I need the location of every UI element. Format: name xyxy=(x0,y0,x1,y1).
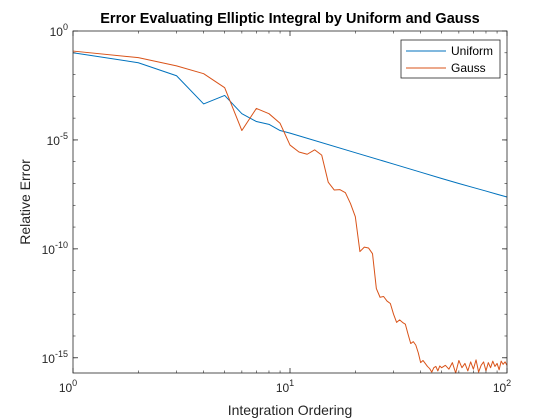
legend-box xyxy=(400,39,501,79)
x-tick-label: 100 xyxy=(59,378,77,395)
y-axis-label: Relative Error xyxy=(17,159,33,245)
y-tick-label: 10-15 xyxy=(42,349,68,366)
x-tick-label: 102 xyxy=(493,378,511,395)
y-tick-label: 100 xyxy=(50,22,68,39)
y-tick-label: 10-10 xyxy=(42,240,68,257)
series-line-gauss xyxy=(72,50,508,374)
legend: Uniform Gauss xyxy=(400,39,501,79)
series-layer xyxy=(72,50,508,374)
chart-title: Error Evaluating Elliptic Integral by Un… xyxy=(100,11,480,27)
axes-box xyxy=(72,30,508,374)
tick-layer: 100 101 102 100 10-5 10-10 10-15 xyxy=(42,22,512,395)
legend-label-gauss: Gauss xyxy=(451,61,486,75)
y-tick-label: 10-5 xyxy=(47,131,68,148)
series-line-uniform xyxy=(72,52,508,198)
x-axis-label: Integration Ordering xyxy=(228,402,353,418)
plot-area xyxy=(73,31,507,373)
legend-label-uniform: Uniform xyxy=(451,44,493,58)
x-tick-label: 101 xyxy=(276,378,294,395)
